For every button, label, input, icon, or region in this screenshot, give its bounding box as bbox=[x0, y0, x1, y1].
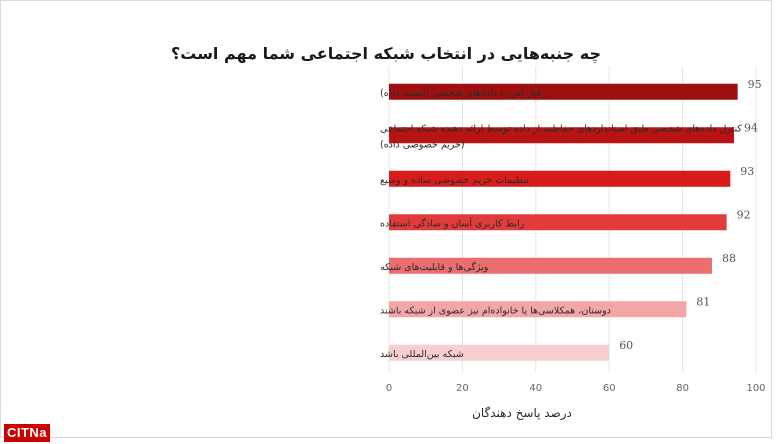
bar bbox=[389, 83, 738, 100]
bar bbox=[389, 214, 727, 231]
bar bbox=[389, 127, 734, 144]
x-tick-label: 20 bbox=[456, 383, 469, 394]
x-tick-labels: 0 20 40 60 80 100 bbox=[386, 383, 766, 394]
grid-lines bbox=[388, 66, 757, 372]
category-label: رفتار امن با داده‌های شخصی (امنیت داده) bbox=[380, 88, 546, 99]
x-tick-label: 80 bbox=[676, 383, 689, 394]
bar bbox=[389, 301, 687, 318]
data-label: 81 bbox=[696, 295, 710, 308]
chart-frame bbox=[0, 0, 772, 438]
category-label: (حریم خصوصی داده) bbox=[380, 139, 465, 150]
x-axis-label: درصد پاسخ دهندگان bbox=[472, 406, 572, 421]
category-label: ویژگی‌ها و قابلیت‌های شبکه bbox=[380, 261, 488, 273]
category-label: کنترل داده‌های شخصی طبق استانداردهای حفا… bbox=[380, 123, 742, 134]
category-label: دوستان، همکلاسی‌ها یا خانواده‌ام نیز عضو… bbox=[380, 305, 611, 316]
chart-title: چه جنبه‌هایی در انتخاب شبکه اجتماعی شما … bbox=[171, 44, 601, 64]
data-label: 95 bbox=[748, 78, 762, 91]
category-label: رابط کاربری آسان و سادگی استفاده bbox=[380, 216, 525, 229]
category-labels: رفتار امن با داده‌های شخصی (امنیت داده) ک… bbox=[380, 88, 742, 360]
citna-logo: CITNa bbox=[4, 424, 50, 442]
data-label: 94 bbox=[744, 121, 758, 134]
category-label: شبکه بین‌المللی باشد bbox=[380, 349, 464, 360]
bar bbox=[389, 170, 731, 187]
data-labels: 95 94 93 92 88 81 60 bbox=[619, 78, 761, 352]
bars bbox=[389, 83, 738, 361]
bar bbox=[389, 257, 712, 274]
x-tick-label: 60 bbox=[603, 383, 616, 394]
data-label: 88 bbox=[722, 252, 736, 265]
category-label: تنظیمات حریم خصوصی ساده و وسیع bbox=[380, 175, 529, 186]
x-tick-label: 0 bbox=[386, 383, 392, 394]
x-tick-label: 40 bbox=[529, 383, 542, 394]
x-tick-label: 100 bbox=[746, 383, 765, 394]
data-label: 93 bbox=[740, 165, 754, 178]
data-label: 60 bbox=[619, 339, 633, 352]
bar bbox=[389, 344, 610, 361]
data-label: 92 bbox=[737, 208, 751, 221]
